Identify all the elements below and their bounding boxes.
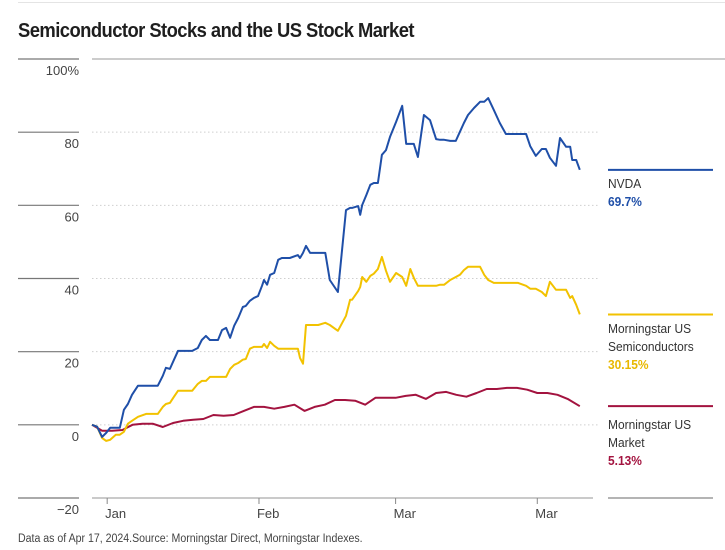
y-tick-label: 0 [72,429,79,444]
legend-value: 5.13% [608,453,642,468]
series-line-morningstar-us-semiconductors [91,255,581,442]
legend-nvda: NVDA 69.7% [608,175,642,211]
y-tick-label: −20 [57,502,79,517]
y-tick-label: 60 [65,209,79,224]
legend-label: Morningstar US [608,417,692,432]
y-tick-label: 100% [46,63,80,78]
y-axis: 100% 80 60 40 20 0 −20 [18,58,80,517]
legend-value: 30.15% [608,357,649,372]
x-tick-label: Mar [535,506,558,521]
legend-label: Market [608,435,645,450]
series-line-nvda [91,97,581,438]
source-footnote: Data as of Apr 17, 2024.Source: Mornings… [18,533,363,545]
legend-semiconductors: Morningstar US Semiconductors 30.15% [608,320,694,374]
y-tick-label: 20 [65,356,79,371]
legend-market: Morningstar US Market 5.13% [608,416,691,470]
series-lines [91,97,581,442]
x-axis: Jan Feb Mar Mar [105,498,558,521]
y-tick-label: 80 [65,136,79,151]
grid [92,58,725,499]
legend-label: NVDA [608,176,642,191]
legend-rules [608,168,713,408]
x-tick-label: Feb [257,506,279,521]
legend-value: 69.7% [608,194,642,209]
series-line-morningstar-us-market [91,386,581,432]
x-tick-label: Mar [394,506,417,521]
top-rule [18,2,725,3]
y-tick-label: 40 [65,283,79,298]
legend-label: Morningstar US [608,321,692,336]
chart-title: Semiconductor Stocks and the US Stock Ma… [18,20,415,42]
x-tick-label: Jan [105,506,126,521]
legend-label: Semiconductors [608,339,694,354]
